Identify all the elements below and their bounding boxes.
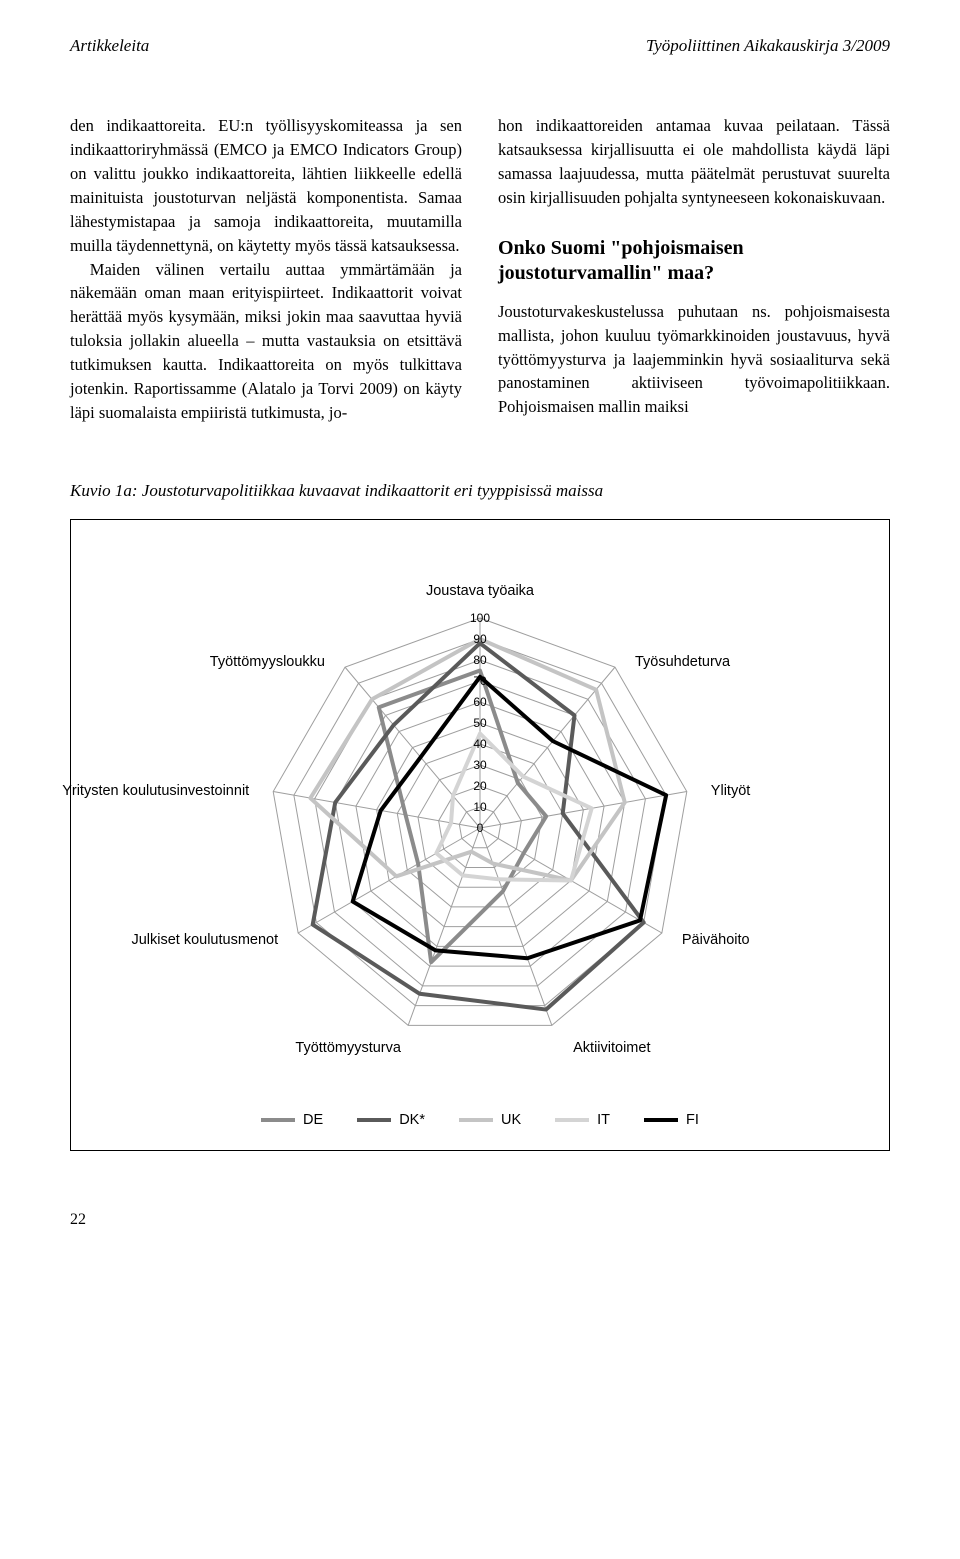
legend-swatch	[644, 1118, 678, 1122]
tick-label: 50	[473, 716, 486, 730]
legend-label: UK	[501, 1112, 521, 1128]
legend-swatch	[459, 1118, 493, 1122]
legend-label: DE	[303, 1112, 323, 1128]
tick-label: 90	[473, 632, 486, 646]
page-number: 22	[70, 1211, 890, 1229]
header-left: Artikkeleita	[70, 36, 149, 56]
axis-label: Työttömyysturva	[295, 1040, 401, 1056]
legend-swatch	[261, 1118, 295, 1122]
legend-label: DK*	[399, 1112, 425, 1128]
legend-swatch	[357, 1118, 391, 1122]
legend-label: IT	[597, 1112, 610, 1128]
tick-label: 60	[473, 695, 486, 709]
chart-legend: DE DK* UK IT FI	[89, 1112, 871, 1128]
column-right: hon indikaattoreiden antamaa kuvaa peila…	[498, 114, 890, 425]
tick-label: 70	[473, 674, 486, 688]
column-left: den indikaattoreita. EU:n työllisyyskomi…	[70, 114, 462, 425]
legend-item: IT	[555, 1112, 610, 1128]
tick-label: 30	[473, 758, 486, 772]
legend-swatch	[555, 1118, 589, 1122]
header-right: Työpoliittinen Aikakauskirja 3/2009	[646, 36, 890, 56]
body-text: den indikaattoreita. EU:n työllisyyskomi…	[70, 114, 890, 425]
tick-label: 10	[473, 800, 486, 814]
axis-label: Ylityöt	[711, 783, 751, 799]
axis-label: Aktiivitoimet	[573, 1040, 650, 1056]
section-heading: Onko Suomi "pohjoismaisen joustoturvamal…	[498, 236, 890, 286]
axis-label: Joustava työaika	[426, 583, 534, 599]
radar-chart: Joustava työaika Työsuhdeturva Ylityöt Päiv…	[90, 538, 870, 1098]
legend-label: FI	[686, 1112, 699, 1128]
axis-label: Työsuhdeturva	[635, 654, 730, 670]
figure-caption: Kuvio 1a: Joustoturvapolitiikkaa kuvaava…	[70, 481, 890, 501]
legend-item: UK	[459, 1112, 521, 1128]
tick-label: 20	[473, 779, 486, 793]
paragraph: Maiden välinen vertailu auttaa ymmärtämä…	[70, 258, 462, 425]
paragraph: den indikaattoreita. EU:n työllisyyskomi…	[70, 114, 462, 258]
axis-label: Päivähoito	[682, 932, 750, 948]
axis-label: Julkiset koulutusmenot	[131, 932, 278, 948]
tick-label: 0	[477, 821, 484, 835]
radar-chart-container: Joustava työaika Työsuhdeturva Ylityöt Päiv…	[70, 519, 890, 1151]
paragraph: Joustoturvakeskustelussa puhutaan ns. po…	[498, 300, 890, 420]
legend-item: DK*	[357, 1112, 425, 1128]
tick-label: 100	[470, 611, 490, 625]
running-header: Artikkeleita Työpoliittinen Aikakauskirj…	[70, 36, 890, 56]
legend-item: FI	[644, 1112, 699, 1128]
tick-label: 80	[473, 653, 486, 667]
axis-label: Työttömyysloukku	[210, 654, 325, 670]
legend-item: DE	[261, 1112, 323, 1128]
tick-label: 40	[473, 737, 486, 751]
axis-label: Yritysten koulutusinvestoinnit	[62, 783, 249, 799]
paragraph: hon indikaattoreiden antamaa kuvaa peila…	[498, 114, 890, 210]
